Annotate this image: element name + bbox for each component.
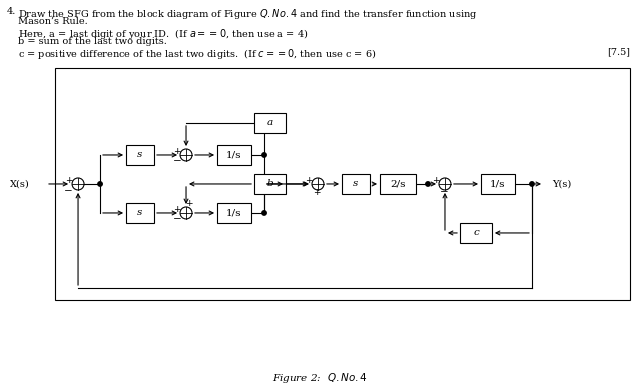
- Text: −: −: [172, 216, 181, 224]
- Text: b = sum of the last two digits.: b = sum of the last two digits.: [18, 37, 167, 46]
- Bar: [126, 203, 154, 223]
- Text: +: +: [173, 147, 181, 156]
- Circle shape: [312, 178, 324, 190]
- Text: [7.5]: [7.5]: [607, 47, 630, 56]
- Text: 1/s: 1/s: [226, 151, 242, 159]
- Circle shape: [262, 211, 266, 215]
- Bar: [254, 174, 286, 194]
- Text: s: s: [137, 209, 143, 217]
- Bar: [55, 68, 630, 300]
- Circle shape: [262, 153, 266, 157]
- Bar: [342, 174, 370, 194]
- Text: 1/s: 1/s: [226, 209, 242, 217]
- Text: X(s): X(s): [10, 180, 30, 188]
- Text: Y(s): Y(s): [552, 180, 571, 188]
- Text: b: b: [267, 180, 273, 188]
- Text: +: +: [185, 199, 193, 209]
- Circle shape: [72, 178, 84, 190]
- Text: +: +: [305, 176, 313, 185]
- Text: Figure 2:  $Q.No.4$: Figure 2: $Q.No.4$: [272, 371, 368, 385]
- Text: c: c: [473, 228, 479, 238]
- Circle shape: [529, 182, 534, 186]
- Text: −: −: [172, 158, 181, 166]
- Bar: [126, 145, 154, 165]
- Bar: [380, 174, 416, 194]
- Circle shape: [439, 178, 451, 190]
- Text: Draw the SFG from the block diagram of Figure $Q.No.4$ and find the transfer fun: Draw the SFG from the block diagram of F…: [18, 7, 478, 21]
- Text: +: +: [313, 188, 320, 197]
- Circle shape: [180, 149, 192, 161]
- Bar: [481, 174, 515, 194]
- Bar: [460, 223, 492, 243]
- Bar: [254, 113, 286, 133]
- Text: +: +: [432, 176, 440, 185]
- Text: Mason’s Rule.: Mason’s Rule.: [18, 17, 88, 26]
- Text: 2/s: 2/s: [390, 180, 406, 188]
- Text: a: a: [267, 118, 273, 127]
- Circle shape: [98, 182, 102, 186]
- Bar: [217, 203, 251, 223]
- Text: c = positive difference of the last two digits.  (If $c == 0$, then use c = 6): c = positive difference of the last two …: [18, 47, 376, 61]
- Bar: [217, 145, 251, 165]
- Text: s: s: [353, 180, 359, 188]
- Text: 1/s: 1/s: [490, 180, 506, 188]
- Text: −: −: [63, 187, 72, 197]
- Text: −: −: [440, 188, 448, 197]
- Text: 4.: 4.: [7, 7, 17, 16]
- Text: +: +: [173, 205, 181, 214]
- Text: s: s: [137, 151, 143, 159]
- Circle shape: [426, 182, 430, 186]
- Text: Here, a = last digit of your ID.  (If $a == 0$, then use a = 4): Here, a = last digit of your ID. (If $a …: [18, 27, 308, 41]
- Circle shape: [180, 207, 192, 219]
- Text: +: +: [65, 176, 73, 185]
